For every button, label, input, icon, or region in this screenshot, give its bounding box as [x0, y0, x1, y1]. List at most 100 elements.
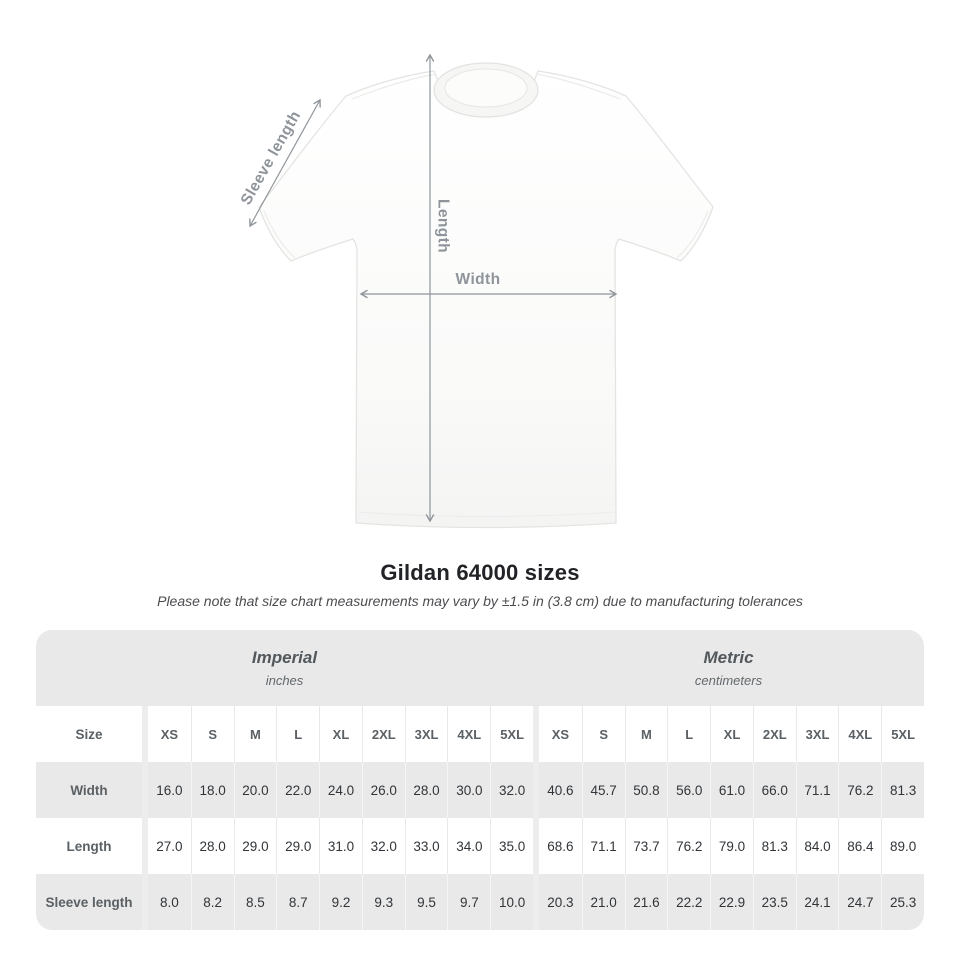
value-cell: 8.5 — [233, 874, 277, 930]
tshirt-measurement-figure: Width Length Sleeve length — [238, 53, 714, 529]
value-cell: 9.5 — [404, 874, 448, 930]
value-cell: 18.0 — [190, 762, 234, 818]
value-cell: 25.3 — [881, 874, 924, 930]
value-cell: 28.0 — [404, 762, 448, 818]
length-arrow-label: Length — [435, 199, 452, 253]
value-cell: 68.6 — [547, 838, 574, 854]
sleeve-length-arrow — [249, 98, 321, 228]
size-header: 4XL — [838, 706, 881, 762]
column-gap — [142, 706, 148, 762]
value-cell: 29.0 — [276, 818, 319, 874]
size-header: XS — [551, 726, 570, 742]
row-label: Length — [66, 838, 112, 854]
value-cell: 73.7 — [624, 818, 668, 874]
column-gap — [533, 818, 539, 874]
column-gap — [142, 874, 148, 930]
value-cell: 22.9 — [710, 874, 753, 930]
size-header: XL — [319, 706, 362, 762]
value-cell: 81.3 — [752, 818, 796, 874]
value-cell: 33.0 — [404, 818, 448, 874]
value-cell: 21.0 — [581, 874, 625, 930]
metric-unit-label: centimeters — [694, 673, 763, 688]
value-cell: 66.0 — [752, 762, 796, 818]
value-cell: 71.1 — [581, 818, 625, 874]
value-cell: 32.0 — [361, 818, 405, 874]
column-gap — [142, 818, 148, 874]
size-header: 2XL — [361, 706, 405, 762]
tolerance-note: Please note that size chart measurements… — [157, 593, 803, 609]
value-cell: 28.0 — [190, 818, 234, 874]
size-header: S — [581, 706, 625, 762]
value-cell: 76.2 — [667, 818, 710, 874]
value-cell: 9.7 — [447, 874, 490, 930]
size-header: L — [276, 706, 319, 762]
value-cell: 9.3 — [361, 874, 405, 930]
size-header: 3XL — [404, 706, 448, 762]
value-cell: 50.8 — [624, 762, 668, 818]
value-cell: 21.6 — [624, 874, 668, 930]
value-cell: 24.7 — [838, 874, 881, 930]
value-cell: 29.0 — [233, 818, 277, 874]
value-cell: 40.6 — [547, 782, 574, 798]
size-column-header: Size — [75, 726, 103, 742]
table-row-length: Length 27.0 28.0 29.0 29.0 31.0 32.0 33.… — [36, 818, 924, 874]
value-cell: 61.0 — [710, 762, 753, 818]
size-header: S — [190, 706, 234, 762]
column-gap — [142, 762, 148, 818]
table-row-sleeve-length: Sleeve length 8.0 8.2 8.5 8.7 9.2 9.3 9.… — [36, 874, 924, 930]
value-cell: 26.0 — [361, 762, 405, 818]
column-gap — [533, 762, 539, 818]
value-cell: 89.0 — [881, 818, 924, 874]
value-cell: 8.7 — [276, 874, 319, 930]
size-header: 5XL — [881, 706, 924, 762]
table-row-width: Width 16.0 18.0 20.0 22.0 24.0 26.0 28.0… — [36, 762, 924, 818]
value-cell: 24.0 — [319, 762, 362, 818]
value-cell: 71.1 — [795, 762, 839, 818]
value-cell: 20.3 — [547, 894, 574, 910]
page-title: Gildan 64000 sizes — [380, 560, 580, 585]
value-cell: 30.0 — [447, 762, 490, 818]
size-header: 5XL — [490, 706, 533, 762]
width-arrow-label: Width — [456, 271, 501, 288]
value-cell: 35.0 — [490, 818, 533, 874]
row-label: Sleeve length — [45, 894, 133, 910]
value-cell: 31.0 — [319, 818, 362, 874]
size-header: 4XL — [447, 706, 490, 762]
value-cell: 86.4 — [838, 818, 881, 874]
unit-group-metric: Metric centimeters — [533, 630, 924, 706]
value-cell: 81.3 — [881, 762, 924, 818]
column-gap — [533, 706, 539, 762]
column-gap — [533, 874, 539, 930]
value-cell: 8.0 — [159, 894, 179, 910]
value-cell: 84.0 — [795, 818, 839, 874]
value-cell: 32.0 — [490, 762, 533, 818]
value-cell: 34.0 — [447, 818, 490, 874]
imperial-unit-label: inches — [265, 673, 304, 688]
unit-group-header: Imperial inches Metric centimeters — [36, 630, 924, 706]
value-cell: 16.0 — [156, 782, 183, 798]
value-cell: 22.2 — [667, 874, 710, 930]
value-cell: 8.2 — [190, 874, 234, 930]
size-table: Imperial inches Metric centimeters Size … — [36, 630, 924, 930]
heading-block: Gildan 64000 sizes Please note that size… — [0, 560, 960, 609]
value-cell: 76.2 — [838, 762, 881, 818]
size-header: XL — [710, 706, 753, 762]
size-header: 2XL — [752, 706, 796, 762]
value-cell: 20.0 — [233, 762, 277, 818]
size-header: XS — [160, 726, 179, 742]
size-header: M — [624, 706, 668, 762]
value-cell: 10.0 — [490, 874, 533, 930]
value-cell: 27.0 — [156, 838, 183, 854]
unit-group-imperial: Imperial inches — [36, 630, 533, 706]
value-cell: 22.0 — [276, 762, 319, 818]
value-cell: 79.0 — [710, 818, 753, 874]
value-cell: 9.2 — [319, 874, 362, 930]
value-cell: 24.1 — [795, 874, 839, 930]
row-label: Width — [70, 782, 108, 798]
metric-label: Metric — [703, 648, 754, 667]
imperial-label: Imperial — [251, 648, 318, 667]
size-header: 3XL — [795, 706, 839, 762]
size-header: L — [667, 706, 710, 762]
tshirt-graphic — [258, 62, 714, 529]
